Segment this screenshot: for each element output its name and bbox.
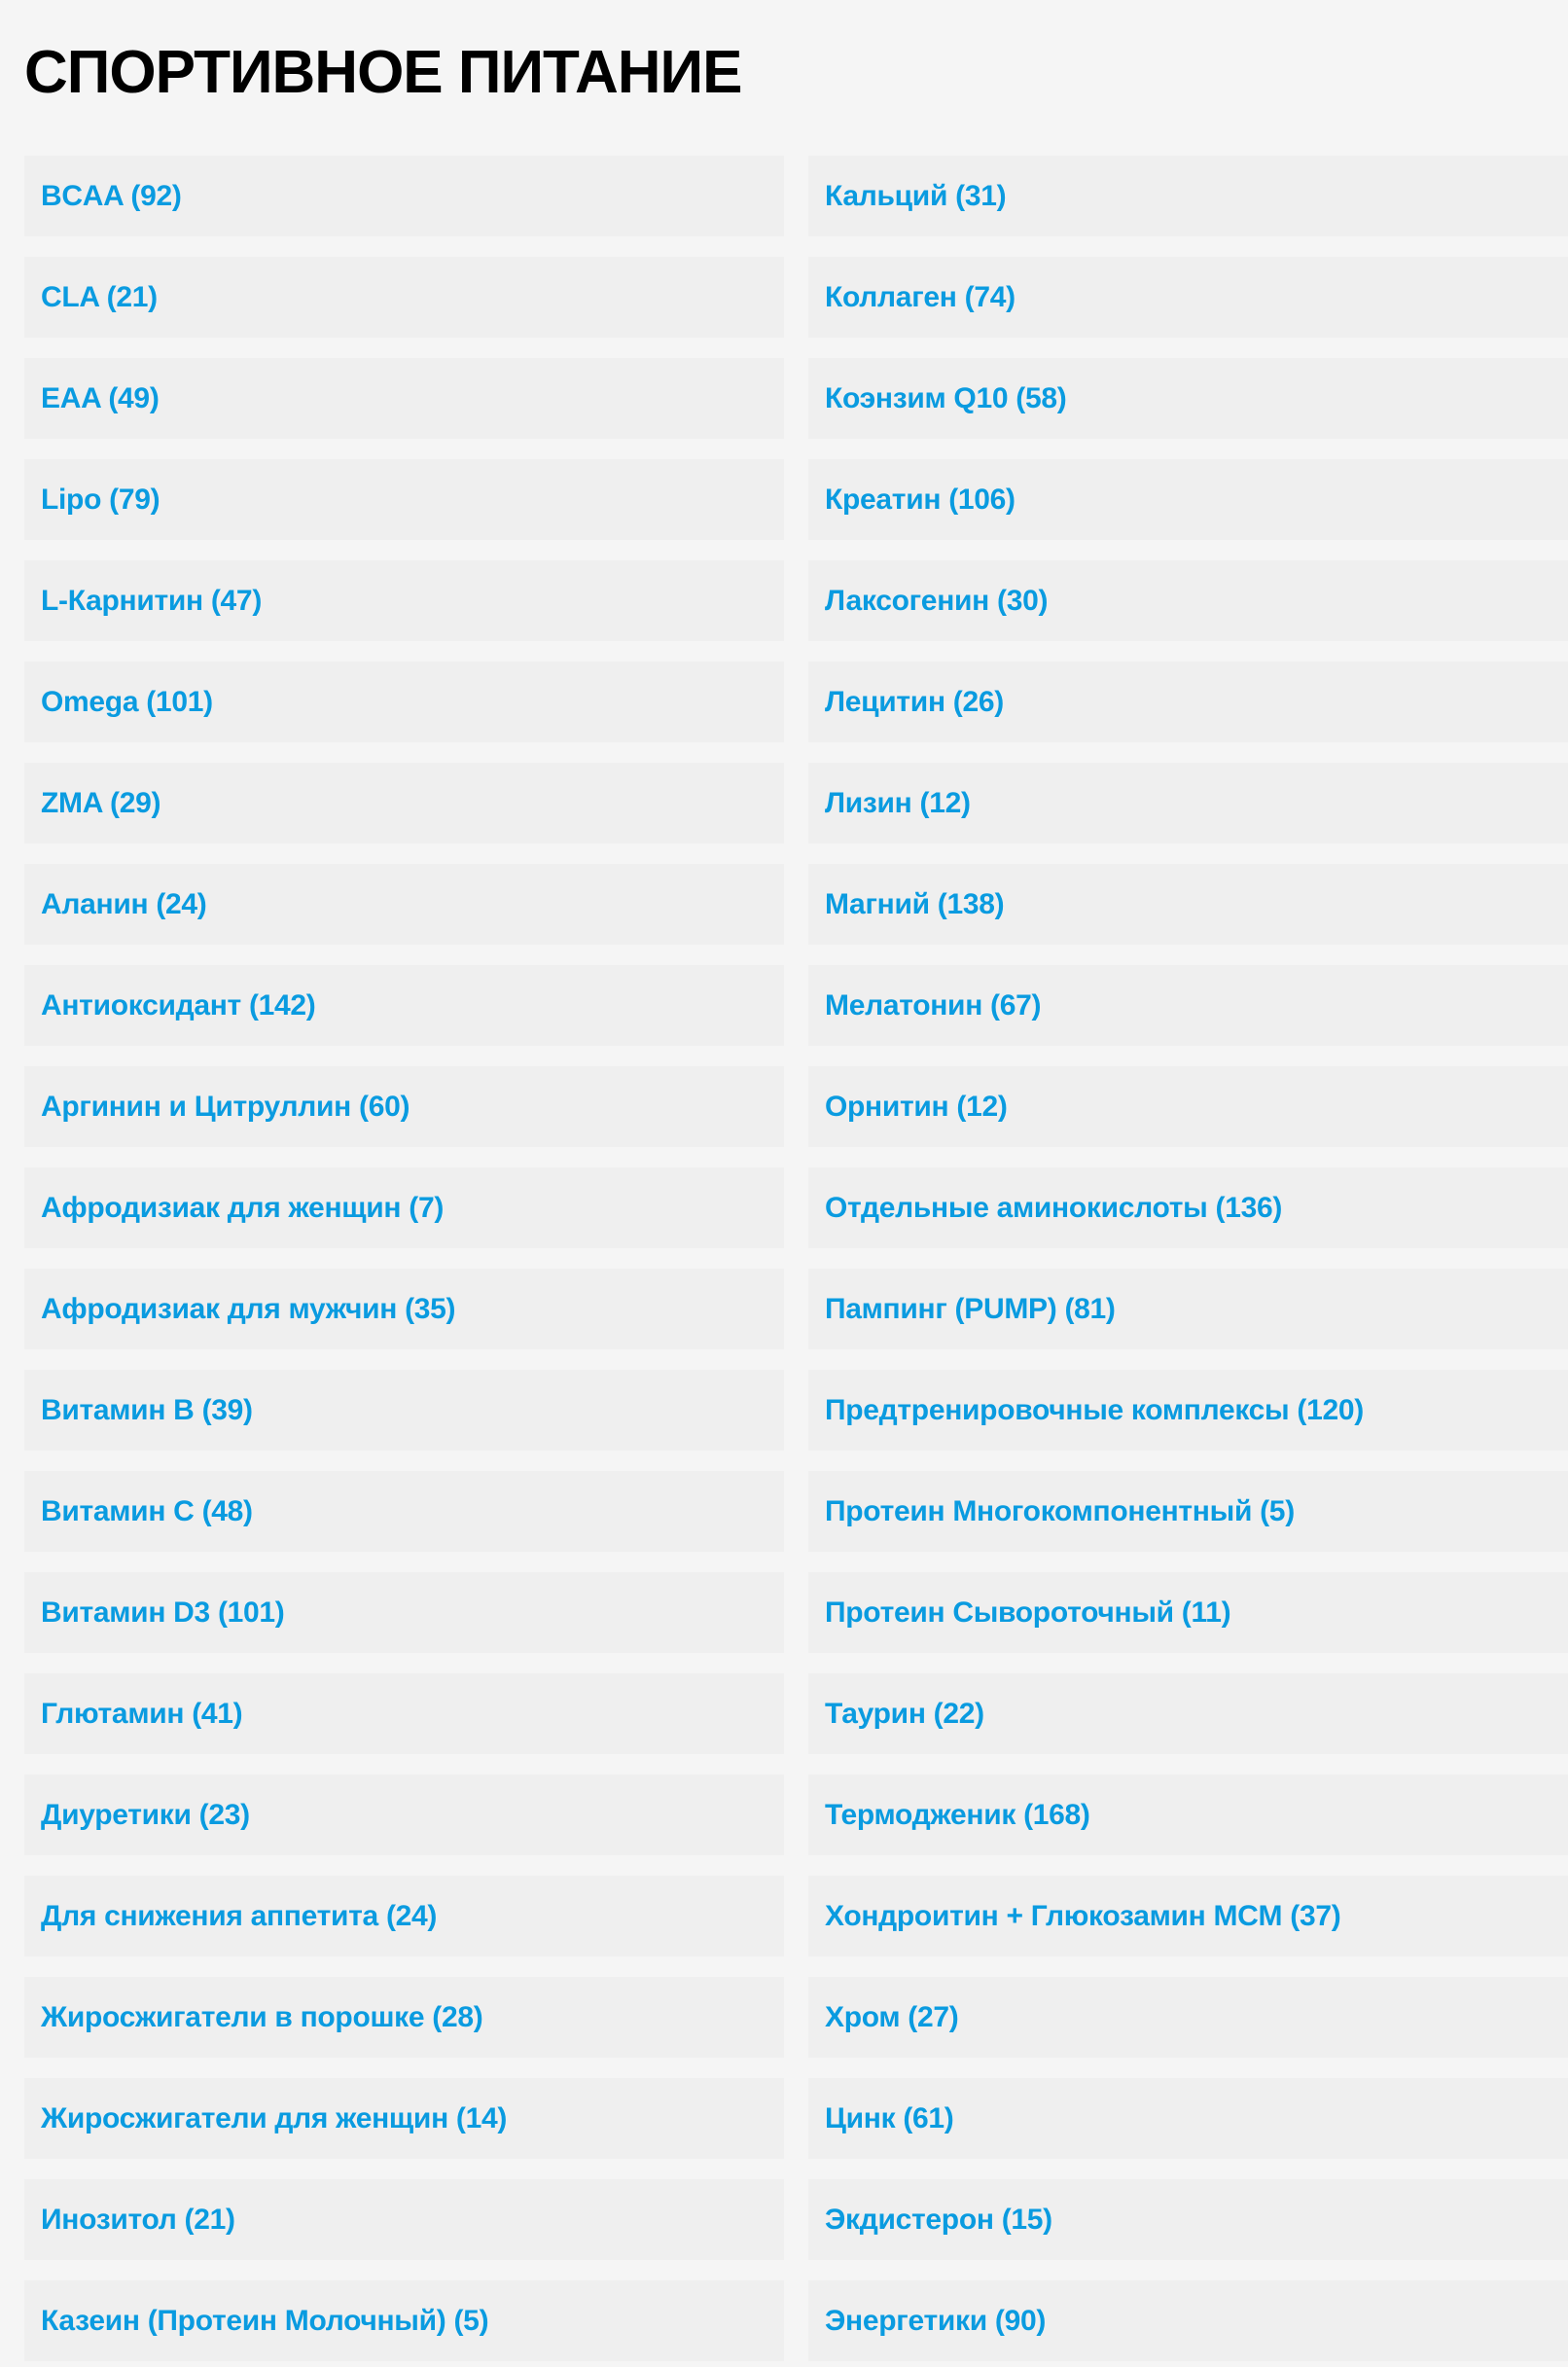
category-link[interactable]: Казеин (Протеин Молочный) (5) (24, 2280, 784, 2361)
category-link[interactable]: Орнитин (12) (808, 1066, 1568, 1147)
category-link[interactable]: Хром (27) (808, 1977, 1568, 2058)
category-grid: BCAA (92) CLA (21) EAA (49) Lipo (79) L-Карн… (24, 156, 1568, 2361)
category-link[interactable]: Экдистерон (15) (808, 2179, 1568, 2260)
category-link[interactable]: Жиросжигатели в порошке (28) (24, 1977, 784, 2058)
category-link[interactable]: Протеин Сывороточный (11) (808, 1572, 1568, 1653)
category-link[interactable]: Магний (138) (808, 864, 1568, 945)
category-link[interactable]: Лаксогенин (30) (808, 560, 1568, 641)
category-link[interactable]: Лецитин (26) (808, 662, 1568, 742)
category-link[interactable]: Хондроитин + Глюкозамин MCM (37) (808, 1876, 1568, 1956)
category-link[interactable]: Предтренировочные комплексы (120) (808, 1370, 1568, 1451)
category-link[interactable]: Лизин (12) (808, 763, 1568, 843)
category-link[interactable]: Диуретики (23) (24, 1775, 784, 1855)
category-link[interactable]: L-Карнитин (47) (24, 560, 784, 641)
category-link[interactable]: Omega (101) (24, 662, 784, 742)
category-link[interactable]: Цинк (61) (808, 2078, 1568, 2159)
category-link[interactable]: Витамин B (39) (24, 1370, 784, 1451)
category-link[interactable]: Протеин Многокомпонентный (5) (808, 1471, 1568, 1552)
category-link[interactable]: EAA (49) (24, 358, 784, 439)
category-link[interactable]: Афродизиак для мужчин (35) (24, 1269, 784, 1349)
category-link[interactable]: Для снижения аппетита (24) (24, 1876, 784, 1956)
category-link[interactable]: Жиросжигатели для женщин (14) (24, 2078, 784, 2159)
category-link[interactable]: Инозитол (21) (24, 2179, 784, 2260)
category-link[interactable]: Афродизиак для женщин (7) (24, 1167, 784, 1248)
category-link[interactable]: Кальций (31) (808, 156, 1568, 236)
category-link[interactable]: Глютамин (41) (24, 1673, 784, 1754)
category-link[interactable]: BCAA (92) (24, 156, 784, 236)
category-link[interactable]: Мелатонин (67) (808, 965, 1568, 1046)
category-link[interactable]: Lipo (79) (24, 459, 784, 540)
category-link[interactable]: Коэнзим Q10 (58) (808, 358, 1568, 439)
category-link[interactable]: Коллаген (74) (808, 257, 1568, 338)
category-link[interactable]: Отдельные аминокислоты (136) (808, 1167, 1568, 1248)
category-link[interactable]: CLA (21) (24, 257, 784, 338)
category-link[interactable]: ZMA (29) (24, 763, 784, 843)
category-link[interactable]: Термодженик (168) (808, 1775, 1568, 1855)
category-link[interactable]: Пампинг (PUMP) (81) (808, 1269, 1568, 1349)
category-link[interactable]: Аргинин и Цитруллин (60) (24, 1066, 784, 1147)
category-link[interactable]: Энергетики (90) (808, 2280, 1568, 2361)
category-link[interactable]: Витамин D3 (101) (24, 1572, 784, 1653)
category-link[interactable]: Аланин (24) (24, 864, 784, 945)
category-link[interactable]: Креатин (106) (808, 459, 1568, 540)
page-title: СПОРТИВНОЕ ПИТАНИЕ (24, 39, 742, 106)
category-link[interactable]: Антиоксидант (142) (24, 965, 784, 1046)
category-link[interactable]: Витамин C (48) (24, 1471, 784, 1552)
category-link[interactable]: Таурин (22) (808, 1673, 1568, 1754)
